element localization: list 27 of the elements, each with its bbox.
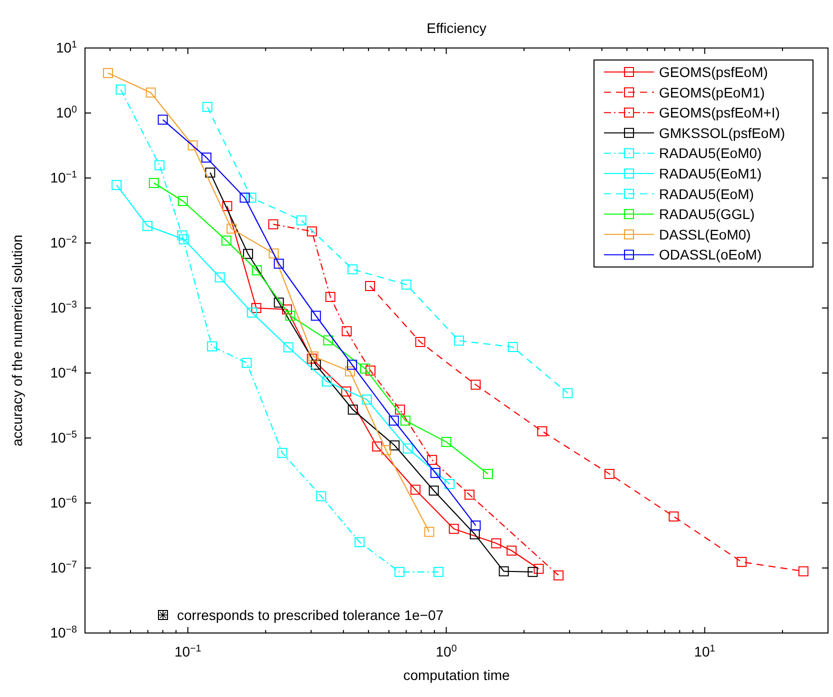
legend-label: GEOMS(psfEoM+I): [659, 104, 780, 121]
chart-title: Efficiency: [426, 20, 486, 36]
x-axis-title: computation time: [403, 667, 510, 683]
legend-label: RADAU5(EoM): [659, 186, 754, 202]
legend-label: ODASSL(oEoM): [659, 246, 762, 263]
x-tick-label: 10$^{1}$: [694, 642, 716, 660]
legend-label: RADAU5(GGL): [659, 206, 755, 222]
legend-label: DASSL(EoM0): [659, 226, 751, 242]
y-tick-label: 10$^{−4}$: [50, 364, 78, 380]
y-tick-label: 10$^{−6}$: [50, 494, 78, 510]
legend-label: GMKSSOL(psfEoM): [659, 124, 786, 141]
legend-label: RADAU5(EoM0): [659, 145, 762, 162]
x-tick-label: 10$^{0}$: [436, 642, 458, 660]
annotation: corresponds to prescribed tolerance 1e−07: [177, 607, 444, 623]
legend-label: GEOMS(pEoM1): [659, 84, 765, 100]
y-tick-label: 10$^{−8}$: [50, 624, 78, 640]
legend-label: GEOMS(psfEoM): [659, 64, 768, 80]
legend-label: RADAU5(EoM1): [659, 166, 762, 182]
y-tick-label: 10$^{−7}$: [50, 558, 77, 576]
y-tick-label: 10$^{−1}$: [50, 168, 77, 186]
y-tick-label: 10$^{−5}$: [50, 428, 78, 446]
y-tick-label: 10$^{0}$: [56, 104, 78, 120]
y-tick-label: 10$^{−2}$: [50, 234, 77, 250]
x-tick-label: 10$^{−1}$: [174, 642, 202, 660]
y-axis-title: accuracy of the numerical solution: [9, 234, 25, 446]
y-tick-label: 10$^{−3}$: [50, 298, 78, 316]
y-tick-label: 10$^{1}$: [56, 38, 77, 56]
